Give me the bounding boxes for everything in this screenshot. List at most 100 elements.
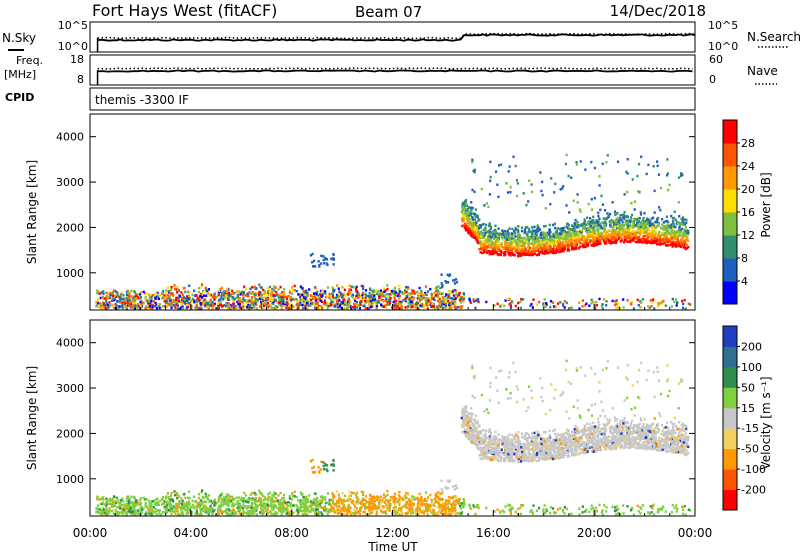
echo-cell <box>99 291 102 295</box>
echo-cell <box>417 502 421 506</box>
echo-cell <box>538 246 541 250</box>
echo-cell <box>473 190 476 194</box>
echo-cell <box>575 163 578 166</box>
echo-cell <box>209 298 212 302</box>
echo-cell <box>573 234 576 237</box>
echo-cell <box>578 237 581 241</box>
echo-cell <box>135 297 138 300</box>
echo-cell <box>669 239 672 243</box>
echo-cell <box>444 304 447 308</box>
echo-cell <box>223 304 227 307</box>
echo-cell <box>424 300 427 304</box>
echo-cell <box>683 240 686 243</box>
echo-cell <box>680 236 684 239</box>
echo-cell <box>565 204 568 207</box>
echo-cell <box>115 304 118 307</box>
echo-cell <box>516 238 519 242</box>
echo-cell <box>220 286 223 289</box>
echo-cell <box>111 497 114 500</box>
echo-cell <box>378 292 381 296</box>
echo-cell <box>274 286 277 289</box>
echo-cell <box>441 508 444 512</box>
echo-cell <box>507 252 510 255</box>
echo-cell <box>658 234 661 237</box>
echo-cell <box>200 499 203 503</box>
echo-cell <box>649 220 652 224</box>
echo-cell <box>446 296 449 300</box>
echo-cell <box>533 225 536 229</box>
echo-cell <box>586 237 589 241</box>
echo-cell <box>567 245 570 248</box>
echo-cell <box>327 510 330 514</box>
echo-cell <box>149 302 152 306</box>
echo-cell <box>427 302 430 306</box>
echo-cell <box>457 294 461 297</box>
echo-cell <box>233 503 236 506</box>
echo-cell <box>127 304 130 307</box>
echo-cell <box>617 219 620 222</box>
echo-cell <box>113 500 116 503</box>
echo-cell <box>672 224 675 227</box>
echo-cell <box>136 293 139 297</box>
echo-cell <box>435 286 438 289</box>
echo-cell <box>417 500 420 504</box>
echo-cell <box>440 511 443 515</box>
echo-cell <box>601 162 604 166</box>
echo-cell <box>631 238 634 241</box>
echo-cell <box>508 249 511 253</box>
echo-cell <box>605 217 608 221</box>
echo-cell <box>494 235 497 238</box>
echo-cell <box>250 306 254 309</box>
cpid-panel-frame <box>89 87 696 111</box>
echo-cell <box>324 290 327 293</box>
echo-cell <box>150 502 153 505</box>
echo-cell <box>671 242 674 245</box>
echo-cell <box>408 301 411 305</box>
echo-cell <box>139 300 142 304</box>
echo-cell <box>489 227 492 231</box>
echo-cell <box>211 501 214 505</box>
echo-cell <box>489 250 492 253</box>
echo-cell <box>197 496 201 500</box>
freq-right-tick-bottom: 0 <box>709 73 716 86</box>
echo-cell <box>326 286 330 289</box>
echo-cell <box>487 237 490 241</box>
echo-cell <box>221 511 224 515</box>
echo-cell <box>661 223 664 227</box>
echo-cell <box>105 299 108 303</box>
echo-cell <box>322 300 325 303</box>
echo-cell <box>553 222 556 226</box>
echo-cell <box>97 510 100 514</box>
echo-cell <box>251 292 254 296</box>
echo-cell <box>633 237 636 240</box>
echo-cell <box>306 307 309 310</box>
echo-cell <box>664 225 667 228</box>
echo-cell <box>513 254 516 257</box>
echo-cell <box>276 507 279 510</box>
echo-cell <box>296 505 299 509</box>
echo-cell <box>175 300 178 304</box>
echo-cell <box>613 241 616 244</box>
echo-cell <box>621 229 624 232</box>
echo-cell <box>643 241 646 244</box>
echo-cell <box>464 209 467 213</box>
echo-cell <box>556 232 559 235</box>
echo-cell <box>467 221 470 224</box>
echo-cell <box>325 510 328 513</box>
echo-cell <box>339 304 342 307</box>
echo-cell <box>516 245 519 248</box>
echo-cell <box>393 495 396 499</box>
echo-cell <box>350 294 353 297</box>
echo-cell <box>404 289 407 292</box>
echo-cell <box>554 240 557 243</box>
echo-cell <box>150 297 153 301</box>
freq-trace <box>97 69 693 73</box>
echo-cell <box>96 507 99 511</box>
echo-cell <box>404 306 407 309</box>
noise-search-label: N.Search <box>747 30 800 44</box>
echo-cell <box>311 252 314 256</box>
echo-cell <box>529 304 532 307</box>
echo-cell <box>305 307 308 310</box>
echo-cell <box>661 232 664 235</box>
echo-cell <box>540 250 543 253</box>
